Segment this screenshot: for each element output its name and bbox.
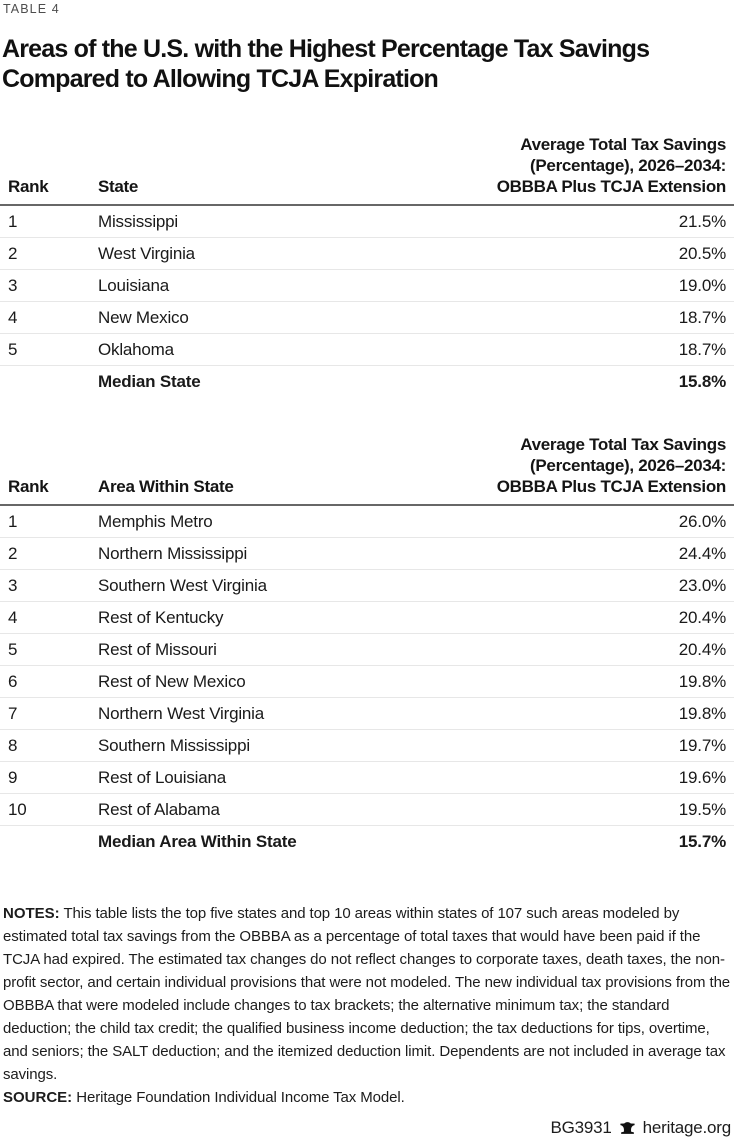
value-cell: 20.4% (678, 639, 726, 659)
area-cell: Northern West Virginia (98, 703, 264, 723)
area-cell: Rest of Alabama (98, 799, 220, 819)
savings-header-line-3: OBBBA Plus TCJA Extension (496, 477, 727, 496)
area-cell: Southern Mississippi (98, 735, 250, 755)
savings-column-header: Average Total Tax Savings (Percentage), … (496, 434, 727, 497)
rank-cell: 5 (8, 639, 18, 659)
notes-paragraph: NOTES: This table lists the top five sta… (3, 902, 733, 1086)
state-cell: Oklahoma (98, 339, 174, 359)
table-row: 3 Louisiana 19.0% (0, 270, 734, 302)
page-title: Areas of the U.S. with the Highest Perce… (2, 35, 650, 93)
site-link: heritage.org (642, 1118, 732, 1137)
states-table-rows: 1 Mississippi 21.5% 2 West Virginia 20.5… (0, 206, 734, 366)
notes-text: This table lists the top five states and… (3, 905, 731, 1083)
table-number-label: TABLE 4 (3, 2, 60, 16)
rank-cell: 6 (8, 671, 18, 691)
rank-cell: 5 (8, 339, 18, 359)
states-table-header: Rank State Average Total Tax Savings (Pe… (0, 134, 734, 206)
area-cell: Rest of Kentucky (98, 607, 224, 627)
rank-cell: 10 (8, 799, 27, 819)
value-cell: 23.0% (678, 575, 726, 595)
rank-cell: 2 (8, 243, 18, 263)
table-row: 7 Northern West Virginia 19.8% (0, 698, 734, 730)
savings-header-line-1: Average Total Tax Savings (520, 135, 726, 154)
median-value: 15.8% (678, 372, 726, 391)
value-cell: 19.7% (678, 735, 726, 755)
value-cell: 19.0% (678, 275, 726, 295)
rank-cell: 8 (8, 735, 18, 755)
document-id: BG3931 (550, 1118, 612, 1137)
rank-cell: 2 (8, 543, 18, 563)
median-value: 15.7% (678, 832, 726, 851)
notes-label: NOTES: (3, 905, 60, 922)
median-label: Median Area Within State (98, 832, 297, 851)
table-row: 8 Southern Mississippi 19.7% (0, 730, 734, 762)
value-cell: 21.5% (678, 211, 726, 231)
rank-cell: 4 (8, 307, 18, 327)
areas-table: Rank Area Within State Average Total Tax… (0, 434, 734, 858)
value-cell: 19.8% (678, 703, 726, 723)
table-row: 1 Memphis Metro 26.0% (0, 506, 734, 538)
rank-cell: 3 (8, 575, 18, 595)
state-cell: Mississippi (98, 211, 178, 231)
state-cell: West Virginia (98, 243, 195, 263)
savings-header-line-2: (Percentage), 2026–2034: (530, 456, 726, 475)
rank-column-header: Rank (8, 177, 49, 196)
value-cell: 18.7% (678, 339, 726, 359)
value-cell: 19.5% (678, 799, 726, 819)
area-cell: Southern West Virginia (98, 575, 267, 595)
savings-header-line-3: OBBBA Plus TCJA Extension (496, 177, 727, 196)
state-cell: New Mexico (98, 307, 189, 327)
table-row: 4 New Mexico 18.7% (0, 302, 734, 334)
area-column-header: Area Within State (98, 477, 234, 496)
rank-cell: 7 (8, 703, 18, 723)
rank-cell: 3 (8, 275, 18, 295)
area-cell: Rest of Louisiana (98, 767, 226, 787)
value-cell: 18.7% (678, 307, 726, 327)
rank-cell: 4 (8, 607, 18, 627)
table-row: 10 Rest of Alabama 19.5% (0, 794, 734, 826)
table-row: 4 Rest of Kentucky 20.4% (0, 602, 734, 634)
page-footer: BG3931 heritage.org (550, 1118, 731, 1138)
rank-cell: 1 (8, 511, 18, 531)
state-column-header: State (98, 177, 139, 196)
value-cell: 20.4% (678, 607, 726, 627)
areas-table-header: Rank Area Within State Average Total Tax… (0, 434, 734, 506)
source-text: Heritage Foundation Individual Income Ta… (72, 1089, 405, 1106)
area-cell: Northern Mississippi (98, 543, 248, 563)
savings-header-line-2: (Percentage), 2026–2034: (530, 156, 726, 175)
table-row: 5 Oklahoma 18.7% (0, 334, 734, 366)
rank-cell: 1 (8, 211, 18, 231)
rank-cell: 9 (8, 767, 18, 787)
area-cell: Rest of Missouri (98, 639, 217, 659)
states-median-row: Median State 15.8% (0, 366, 734, 398)
value-cell: 26.0% (678, 511, 726, 531)
areas-median-row: Median Area Within State 15.7% (0, 826, 734, 858)
savings-column-header: Average Total Tax Savings (Percentage), … (496, 134, 727, 197)
table-row: 6 Rest of New Mexico 19.8% (0, 666, 734, 698)
area-cell: Memphis Metro (98, 511, 213, 531)
state-cell: Louisiana (98, 275, 169, 295)
savings-header-line-1: Average Total Tax Savings (520, 435, 726, 454)
value-cell: 19.6% (678, 767, 726, 787)
liberty-bell-icon (620, 1121, 635, 1134)
value-cell: 24.4% (678, 543, 726, 563)
source-paragraph: SOURCE: Heritage Foundation Individual I… (3, 1086, 733, 1109)
table-row: 2 Northern Mississippi 24.4% (0, 538, 734, 570)
area-cell: Rest of New Mexico (98, 671, 246, 691)
value-cell: 19.8% (678, 671, 726, 691)
table-row: 3 Southern West Virginia 23.0% (0, 570, 734, 602)
areas-table-rows: 1 Memphis Metro 26.0% 2 Northern Mississ… (0, 506, 734, 826)
median-label: Median State (98, 372, 201, 391)
rank-column-header: Rank (8, 477, 49, 496)
source-label: SOURCE: (3, 1089, 73, 1106)
states-table: Rank State Average Total Tax Savings (Pe… (0, 134, 734, 398)
table-row: 9 Rest of Louisiana 19.6% (0, 762, 734, 794)
notes-block: NOTES: This table lists the top five sta… (3, 902, 733, 1109)
table-row: 1 Mississippi 21.5% (0, 206, 734, 238)
value-cell: 20.5% (678, 243, 726, 263)
table-row: 2 West Virginia 20.5% (0, 238, 734, 270)
table-row: 5 Rest of Missouri 20.4% (0, 634, 734, 666)
